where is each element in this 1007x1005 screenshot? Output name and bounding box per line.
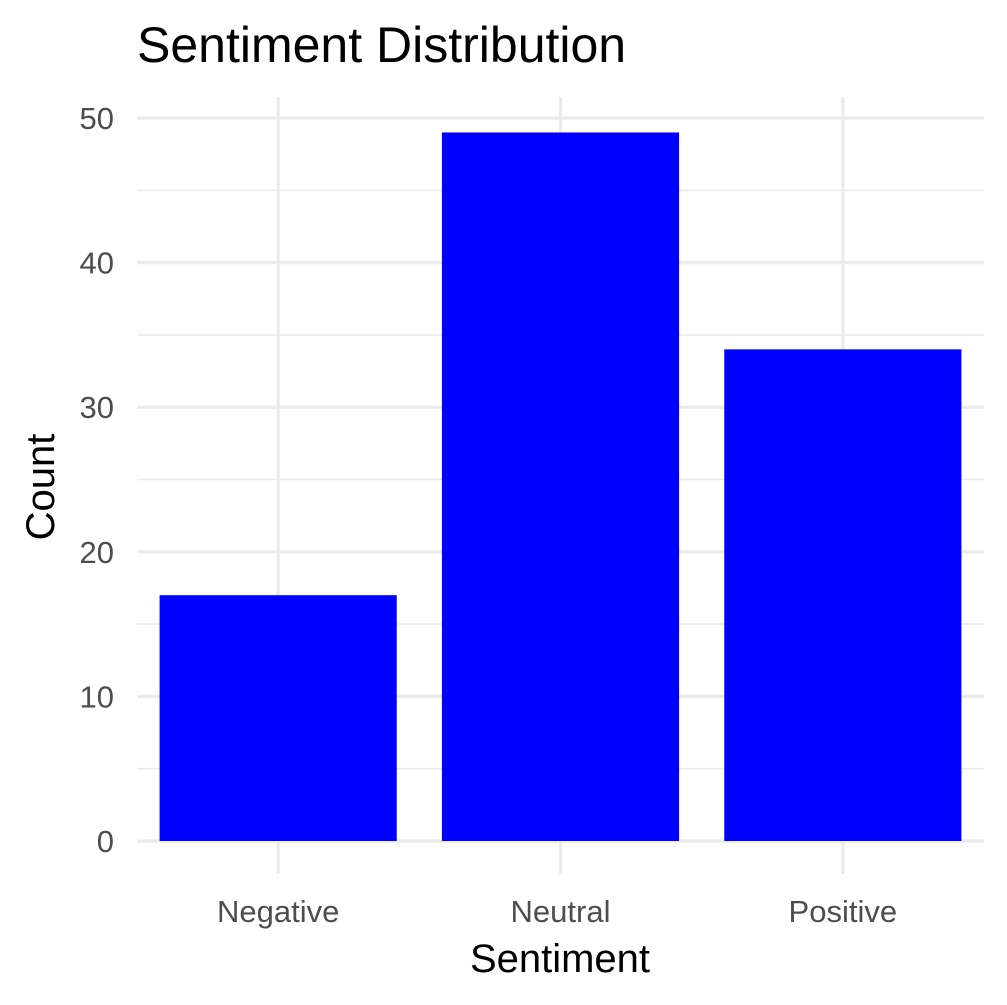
y-axis-ticks: 0 10 20 30 40 50 xyxy=(80,101,114,859)
y-tick-label: 20 xyxy=(80,535,114,570)
y-axis-title: Count xyxy=(19,434,63,541)
bar-positive xyxy=(724,349,962,841)
x-tick-label: Negative xyxy=(217,894,339,929)
x-axis-title: Sentiment xyxy=(470,937,650,981)
y-tick-label: 40 xyxy=(80,246,114,281)
y-tick-label: 10 xyxy=(80,679,114,714)
x-tick-label: Neutral xyxy=(511,894,611,929)
x-tick-label: Positive xyxy=(789,894,898,929)
y-tick-label: 50 xyxy=(80,101,114,136)
bar-negative xyxy=(159,595,397,841)
bar-neutral xyxy=(441,132,680,841)
y-tick-label: 0 xyxy=(97,824,114,859)
bars xyxy=(159,132,962,841)
chart-title: Sentiment Distribution xyxy=(137,17,626,73)
y-tick-label: 30 xyxy=(80,390,114,425)
x-axis-ticks: Negative Neutral Positive xyxy=(217,894,897,929)
